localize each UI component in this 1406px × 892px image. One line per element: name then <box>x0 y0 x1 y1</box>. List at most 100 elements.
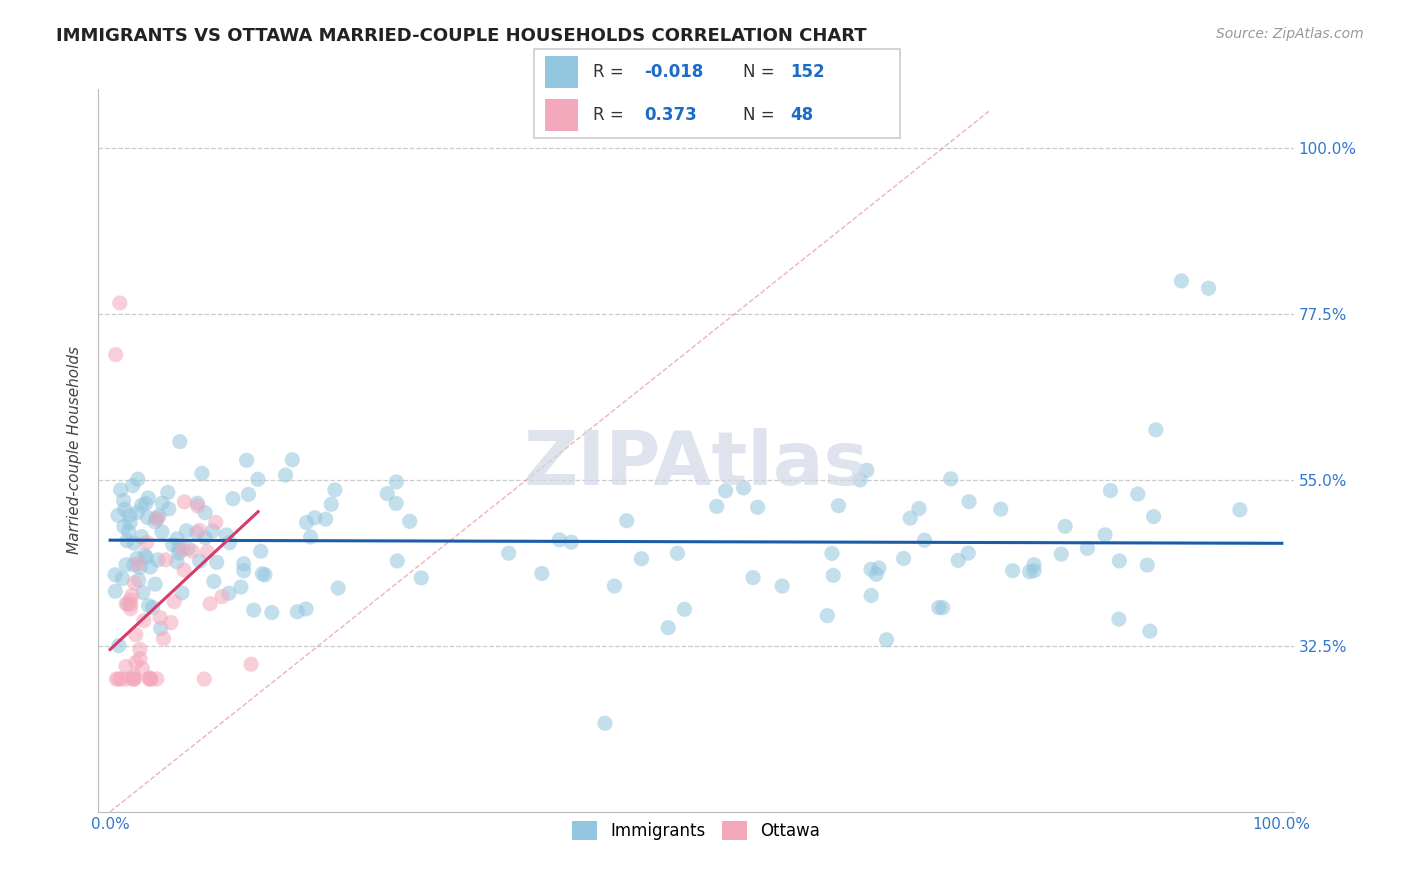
Text: N =: N = <box>742 63 779 81</box>
Point <box>111 572 134 586</box>
Point <box>120 598 142 612</box>
Point <box>957 494 980 508</box>
Point <box>110 672 132 686</box>
Point <box>914 533 936 548</box>
Point <box>893 551 915 566</box>
Point <box>211 590 233 604</box>
Point <box>770 579 793 593</box>
Point <box>117 597 139 611</box>
Point <box>150 496 173 510</box>
Point <box>865 567 887 582</box>
Point <box>138 599 160 613</box>
Point <box>530 566 553 581</box>
Point <box>232 557 254 571</box>
Point <box>193 672 215 686</box>
Point <box>170 586 193 600</box>
Point <box>188 524 211 538</box>
Point <box>205 555 228 569</box>
Point <box>148 508 170 523</box>
Point <box>714 483 737 498</box>
Point <box>162 538 184 552</box>
Point <box>1022 558 1045 572</box>
Point <box>181 544 204 558</box>
Point <box>166 555 188 569</box>
Point <box>110 483 132 497</box>
Point <box>1018 565 1040 579</box>
Text: R =: R = <box>593 106 628 124</box>
Point <box>957 546 980 560</box>
Point <box>1108 612 1130 626</box>
Point <box>122 669 145 683</box>
Point <box>931 600 953 615</box>
Point <box>142 600 165 615</box>
Point <box>108 639 131 653</box>
Point <box>129 651 152 665</box>
Point <box>375 486 398 500</box>
Point <box>249 544 271 558</box>
Point <box>135 497 157 511</box>
Point <box>105 672 128 686</box>
Point <box>108 296 131 310</box>
Point <box>898 511 921 525</box>
Point <box>385 475 408 489</box>
Point <box>131 661 153 675</box>
Point <box>849 473 872 487</box>
Point <box>131 498 153 512</box>
Point <box>104 567 127 582</box>
Point <box>616 514 638 528</box>
Point <box>222 491 245 506</box>
Point <box>1050 547 1073 561</box>
Point <box>121 478 143 492</box>
Point <box>860 589 883 603</box>
Point <box>136 491 159 505</box>
Point <box>260 606 283 620</box>
Point <box>1136 558 1159 573</box>
Point <box>191 467 214 481</box>
Point <box>603 579 626 593</box>
Point <box>115 597 138 611</box>
Point <box>114 502 136 516</box>
Point <box>548 533 571 547</box>
Point <box>124 575 146 590</box>
Point <box>274 468 297 483</box>
Point <box>204 516 226 530</box>
Point <box>186 496 208 510</box>
Point <box>827 499 849 513</box>
Point <box>194 506 217 520</box>
Point <box>156 485 179 500</box>
Point <box>1099 483 1122 498</box>
Point <box>285 605 308 619</box>
Point <box>176 524 198 538</box>
Point <box>112 519 135 533</box>
Point <box>141 672 163 686</box>
Point <box>115 558 138 572</box>
Point <box>149 610 172 624</box>
Point <box>201 524 224 538</box>
Point <box>908 501 931 516</box>
Point <box>121 589 143 603</box>
Point <box>143 577 166 591</box>
Point <box>125 551 148 566</box>
Point <box>876 632 898 647</box>
Point <box>129 560 152 574</box>
Point <box>172 542 194 557</box>
Point <box>253 567 276 582</box>
Point <box>398 514 420 528</box>
Point <box>135 550 157 565</box>
Point <box>281 452 304 467</box>
Point <box>218 535 240 549</box>
Point <box>1170 274 1192 288</box>
Text: Source: ZipAtlas.com: Source: ZipAtlas.com <box>1216 27 1364 41</box>
Point <box>1001 564 1024 578</box>
Point <box>104 584 127 599</box>
Point <box>218 586 240 600</box>
Point <box>194 531 217 545</box>
Point <box>125 656 148 670</box>
Point <box>131 530 153 544</box>
Point <box>146 512 169 526</box>
Point <box>120 601 142 615</box>
Point <box>173 495 195 509</box>
Point <box>112 493 135 508</box>
FancyBboxPatch shape <box>534 49 900 138</box>
Point <box>560 535 582 549</box>
